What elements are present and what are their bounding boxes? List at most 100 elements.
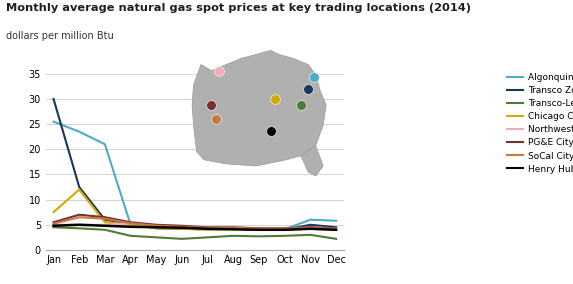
- Chicago Citygate: [101, 221, 108, 224]
- SoCal Citygate: [204, 226, 211, 229]
- Henry Hub: [281, 228, 288, 231]
- Chicago Citygate: [307, 227, 314, 231]
- Transco Zone 6 NY: [50, 97, 57, 101]
- Algonquin Citygate: [153, 225, 160, 229]
- Henry Hub: [153, 225, 160, 229]
- SoCal Citygate: [179, 225, 186, 229]
- Transco-Leidy Line: [101, 228, 108, 231]
- Algonquin Citygate: [76, 130, 83, 133]
- Northwest Sumas: [101, 223, 108, 226]
- Henry Hub: [256, 228, 262, 231]
- Transco-Leidy Line: [256, 235, 262, 238]
- Transco-Leidy Line: [76, 227, 83, 230]
- Transco-Leidy Line: [307, 233, 314, 237]
- Transco-Leidy Line: [127, 234, 134, 237]
- Chicago Citygate: [333, 228, 340, 231]
- Chicago Citygate: [179, 227, 186, 231]
- Transco-Leidy Line: [179, 237, 186, 241]
- PG&E Citygate: [76, 213, 83, 216]
- Transco Zone 6 NY: [281, 228, 288, 231]
- Algonquin Citygate: [256, 227, 262, 231]
- Algonquin Citygate: [204, 227, 211, 231]
- Transco Zone 6 NY: [153, 227, 160, 230]
- Algonquin Citygate: [50, 120, 57, 123]
- Transco-Leidy Line: [204, 236, 211, 239]
- Legend: Algonquin Citygate, Transco Zone 6 NY, Transco-Leidy Line, Chicago Citygate, Nor: Algonquin Citygate, Transco Zone 6 NY, T…: [503, 70, 573, 177]
- Northwest Sumas: [281, 227, 288, 231]
- SoCal Citygate: [281, 227, 288, 231]
- Chicago Citygate: [281, 228, 288, 231]
- Algonquin Citygate: [333, 219, 340, 222]
- PG&E Citygate: [101, 216, 108, 219]
- PG&E Citygate: [230, 225, 237, 229]
- Northwest Sumas: [179, 225, 186, 229]
- Transco Zone 6 NY: [179, 227, 186, 231]
- Henry Hub: [127, 225, 134, 229]
- Henry Hub: [333, 228, 340, 231]
- Line: SoCal Citygate: SoCal Citygate: [53, 217, 336, 229]
- SoCal Citygate: [76, 216, 83, 219]
- Line: Henry Hub: Henry Hub: [53, 225, 336, 230]
- Henry Hub: [204, 227, 211, 231]
- Transco-Leidy Line: [230, 234, 237, 237]
- Northwest Sumas: [333, 227, 340, 230]
- SoCal Citygate: [50, 222, 57, 225]
- Transco Zone 6 NY: [307, 223, 314, 226]
- SoCal Citygate: [333, 227, 340, 231]
- Transco Zone 6 NY: [101, 218, 108, 222]
- Algonquin Citygate: [179, 227, 186, 230]
- Text: dollars per million Btu: dollars per million Btu: [6, 31, 113, 41]
- PG&E Citygate: [127, 221, 134, 224]
- Henry Hub: [230, 227, 237, 231]
- SoCal Citygate: [101, 217, 108, 220]
- Northwest Sumas: [76, 223, 83, 226]
- Line: Transco Zone 6 NY: Transco Zone 6 NY: [53, 99, 336, 230]
- PG&E Citygate: [204, 225, 211, 229]
- Line: PG&E Citygate: PG&E Citygate: [53, 215, 336, 228]
- Transco-Leidy Line: [153, 236, 160, 239]
- Transco Zone 6 NY: [127, 222, 134, 225]
- Henry Hub: [101, 224, 108, 227]
- Text: Monthly average natural gas spot prices at key trading locations (2014): Monthly average natural gas spot prices …: [6, 3, 471, 13]
- Algonquin Citygate: [101, 143, 108, 146]
- Northwest Sumas: [50, 223, 57, 226]
- Transco-Leidy Line: [281, 234, 288, 237]
- Line: Chicago Citygate: Chicago Citygate: [53, 189, 336, 230]
- Polygon shape: [301, 146, 323, 176]
- Transco-Leidy Line: [50, 225, 57, 229]
- PG&E Citygate: [333, 227, 340, 230]
- Chicago Citygate: [204, 228, 211, 231]
- Transco Zone 6 NY: [333, 225, 340, 229]
- Chicago Citygate: [50, 210, 57, 214]
- Northwest Sumas: [127, 222, 134, 225]
- SoCal Citygate: [307, 226, 314, 229]
- Henry Hub: [179, 226, 186, 229]
- Line: Transco-Leidy Line: Transco-Leidy Line: [53, 227, 336, 239]
- PG&E Citygate: [179, 224, 186, 227]
- SoCal Citygate: [256, 227, 262, 231]
- Transco Zone 6 NY: [256, 228, 262, 231]
- Chicago Citygate: [76, 188, 83, 191]
- Polygon shape: [192, 50, 326, 166]
- Line: Algonquin Citygate: Algonquin Citygate: [53, 122, 336, 229]
- Henry Hub: [76, 223, 83, 226]
- Transco Zone 6 NY: [230, 227, 237, 231]
- Chicago Citygate: [256, 228, 262, 231]
- Henry Hub: [50, 224, 57, 227]
- Algonquin Citygate: [307, 218, 314, 222]
- Algonquin Citygate: [230, 227, 237, 230]
- SoCal Citygate: [127, 222, 134, 225]
- PG&E Citygate: [153, 223, 160, 226]
- Transco Zone 6 NY: [204, 227, 211, 231]
- Northwest Sumas: [256, 227, 262, 231]
- Northwest Sumas: [307, 225, 314, 229]
- PG&E Citygate: [256, 227, 262, 230]
- Transco-Leidy Line: [333, 237, 340, 241]
- SoCal Citygate: [153, 224, 160, 227]
- Algonquin Citygate: [127, 223, 134, 226]
- Chicago Citygate: [230, 227, 237, 231]
- SoCal Citygate: [230, 226, 237, 229]
- PG&E Citygate: [307, 225, 314, 229]
- Chicago Citygate: [153, 227, 160, 230]
- Northwest Sumas: [153, 224, 160, 227]
